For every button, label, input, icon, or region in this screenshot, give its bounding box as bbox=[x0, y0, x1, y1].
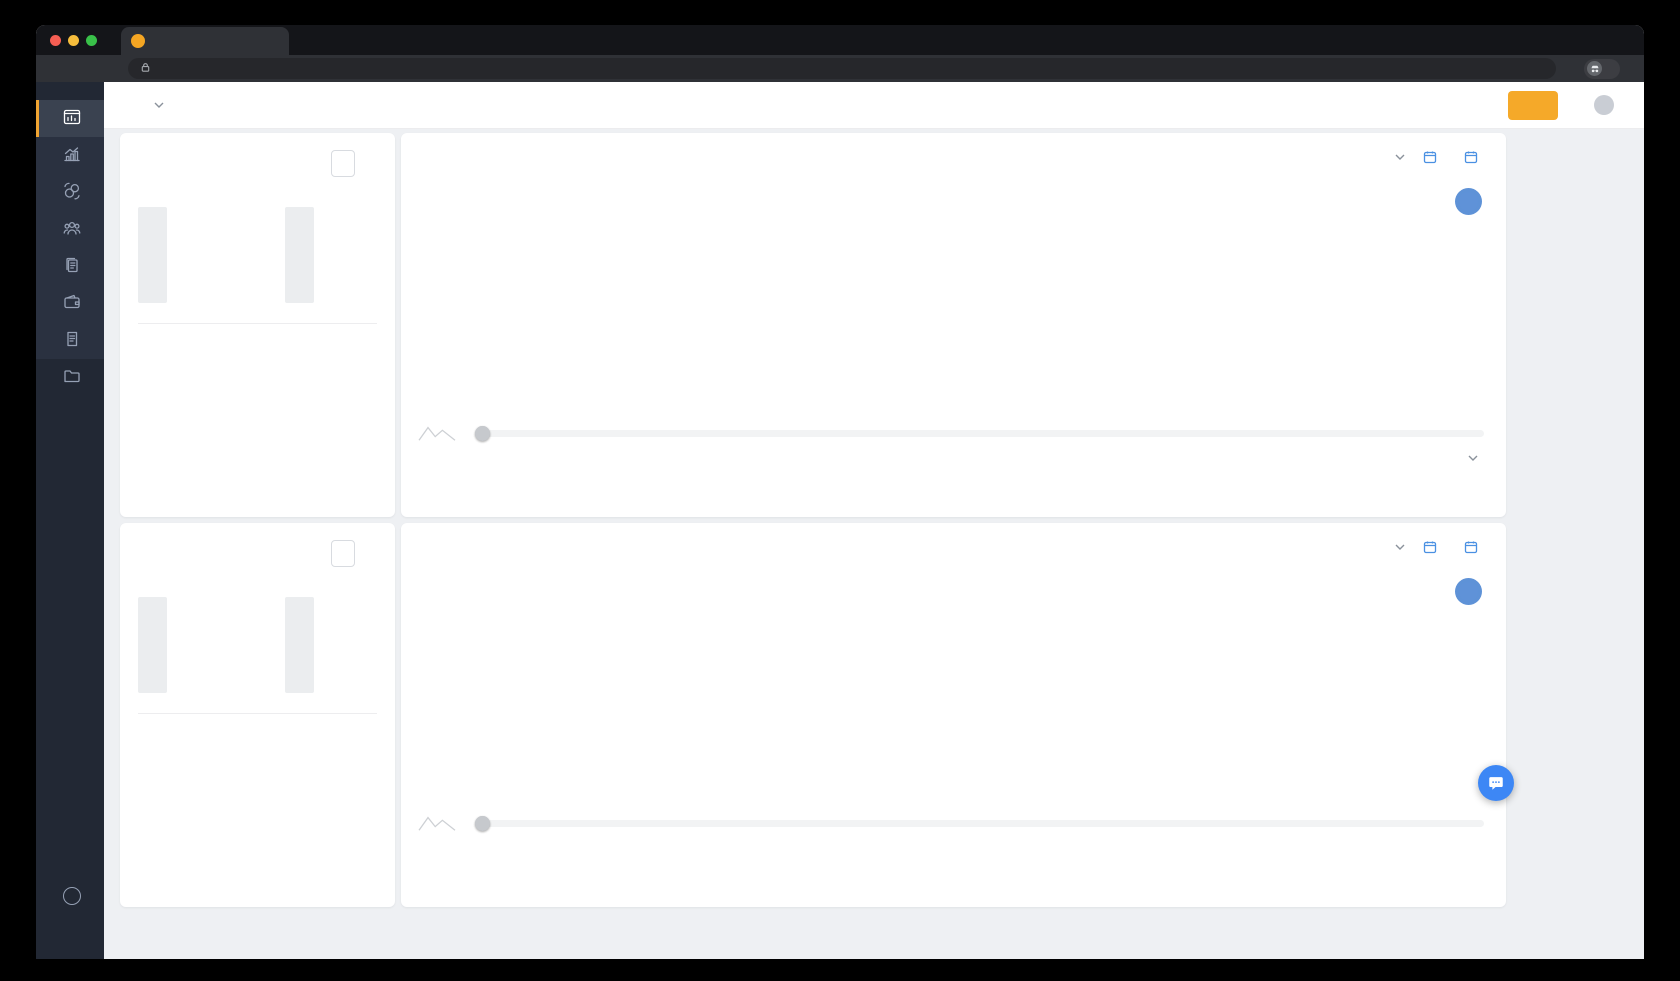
sidebar-item-payments[interactable] bbox=[36, 285, 104, 322]
folder-icon bbox=[62, 366, 82, 386]
chevron-down-icon bbox=[1468, 455, 1478, 461]
chevron-down-icon bbox=[154, 102, 164, 108]
app-logo bbox=[36, 82, 104, 100]
report-type-toggle bbox=[331, 150, 377, 177]
incognito-badge bbox=[1584, 58, 1620, 79]
sidebar-item-profit-loss[interactable] bbox=[36, 137, 104, 174]
toggle-piu[interactable] bbox=[331, 540, 355, 567]
documents-icon bbox=[62, 255, 82, 275]
money-flow-icon bbox=[62, 181, 82, 201]
slider-preview-icon bbox=[413, 424, 475, 442]
avatar[interactable] bbox=[1594, 95, 1614, 115]
address-bar[interactable] bbox=[128, 58, 1556, 79]
window-controls bbox=[48, 25, 107, 55]
range-slider[interactable] bbox=[475, 425, 1484, 441]
report-type-toggle bbox=[331, 540, 377, 567]
app-header bbox=[104, 82, 1644, 128]
sidebar-item-cash-flow[interactable] bbox=[36, 174, 104, 211]
wallet-icon bbox=[62, 292, 82, 312]
sidebar-item-documents[interactable] bbox=[36, 248, 104, 285]
sidebar-item-directories[interactable] bbox=[36, 359, 104, 396]
chart-plot[interactable] bbox=[475, 186, 1484, 396]
minimize-window-button[interactable] bbox=[68, 34, 79, 46]
chevron-down-icon bbox=[1395, 154, 1405, 160]
lock-icon bbox=[140, 60, 151, 78]
y-axis-labels bbox=[413, 576, 465, 786]
browser-window bbox=[36, 25, 1644, 959]
zoom-out-button[interactable] bbox=[1455, 188, 1482, 215]
revenue-summary-card bbox=[120, 133, 395, 517]
x-axis-labels bbox=[475, 790, 1484, 808]
slider-handle-right[interactable] bbox=[475, 815, 490, 831]
zoom-out-button[interactable] bbox=[1455, 578, 1482, 605]
fact-bar bbox=[285, 207, 314, 303]
range-slider[interactable] bbox=[475, 815, 1484, 831]
x-axis-labels bbox=[475, 400, 1484, 418]
calendar-icon[interactable] bbox=[1423, 150, 1437, 164]
invoice-icon bbox=[62, 329, 82, 349]
sidebar-item-analytics[interactable] bbox=[36, 100, 104, 137]
toggle-dd[interactable] bbox=[355, 150, 377, 177]
revenue-dynamics-card bbox=[401, 133, 1506, 517]
plan-bar bbox=[138, 207, 167, 303]
view-dropdown[interactable] bbox=[148, 102, 164, 108]
browser-tab[interactable] bbox=[121, 27, 289, 55]
calendar-icon[interactable] bbox=[1423, 540, 1437, 554]
cost-summary-card bbox=[120, 523, 395, 907]
toggle-dd[interactable] bbox=[355, 540, 377, 567]
question-icon bbox=[62, 887, 81, 905]
chat-button[interactable] bbox=[1478, 765, 1514, 801]
slider-preview-icon bbox=[413, 814, 475, 832]
sidebar-item-invoices[interactable] bbox=[36, 322, 104, 359]
toggle-piu[interactable] bbox=[331, 150, 355, 177]
close-window-button[interactable] bbox=[50, 34, 61, 46]
slider-handle-right[interactable] bbox=[475, 425, 490, 441]
incognito-icon bbox=[1587, 61, 1602, 76]
period-controls bbox=[1386, 540, 1478, 554]
sidebar-item-training[interactable] bbox=[36, 880, 104, 915]
site-favicon bbox=[131, 34, 145, 48]
people-icon bbox=[62, 218, 82, 238]
cost-dynamics-card bbox=[401, 523, 1506, 907]
browser-toolbar bbox=[36, 55, 1644, 82]
y-axis-labels bbox=[413, 186, 465, 396]
chart-plot[interactable] bbox=[475, 576, 1484, 786]
profit-loss-icon bbox=[62, 144, 82, 164]
period-controls bbox=[1386, 150, 1478, 164]
fact-bar bbox=[285, 597, 314, 693]
tab-strip bbox=[36, 25, 1644, 55]
chevron-down-icon bbox=[1395, 544, 1405, 550]
calendar-icon[interactable] bbox=[1464, 150, 1478, 164]
calendar-icon[interactable] bbox=[1464, 540, 1478, 554]
sidebar-item-contractors[interactable] bbox=[36, 211, 104, 248]
content-area bbox=[104, 128, 1644, 959]
maximize-window-button[interactable] bbox=[86, 34, 97, 46]
plan-bar bbox=[138, 597, 167, 693]
analytics-icon bbox=[62, 107, 82, 127]
sidebar bbox=[36, 82, 104, 959]
add-button[interactable] bbox=[1508, 90, 1558, 120]
